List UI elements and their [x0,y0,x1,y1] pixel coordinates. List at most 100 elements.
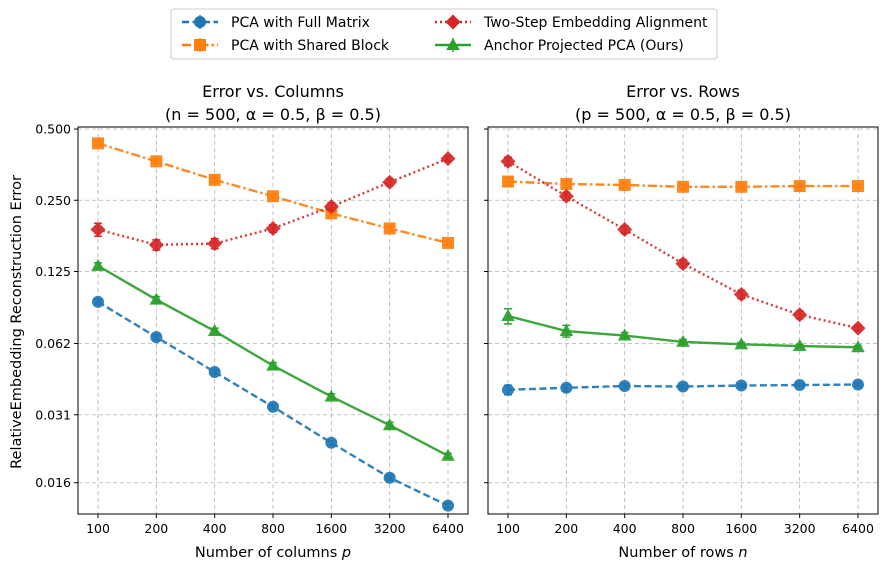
series-triangle [501,307,865,353]
xlabel-columns-text: Number of columns [195,545,342,561]
xlabel-rows: Number of rows n [618,545,747,561]
data-point [677,180,689,193]
xtick-label: 3200 [374,521,406,536]
xtick-label: 800 [261,521,285,536]
data-point [793,379,806,392]
title-columns-line1: Error vs. Columns [202,82,344,101]
data-point [617,328,632,341]
data-point [148,237,164,253]
data-point [207,236,223,252]
data-point [792,307,808,323]
data-point [850,320,866,336]
data-point [325,436,338,449]
data-point [267,400,279,413]
legend-item: Two-Step Embedding Alignment [435,14,708,31]
data-point [852,378,864,391]
series-square [502,175,864,193]
data-point [382,174,398,190]
series-square [92,137,454,249]
legend: PCA with Full Matrix Two-Step Embedding A… [170,8,718,60]
svg-text:Number of columns p: Number of columns p [195,545,351,561]
data-point [560,381,573,394]
title-rows-line1: Error vs. Rows [626,82,740,101]
axes-frame [77,126,469,515]
xtick-label: 1600 [315,521,347,536]
legend-frame [170,8,718,60]
ytick-label: 0.062 [35,336,71,351]
xlabel-rows-var: n [738,545,747,561]
axes-frame [487,126,879,515]
xtick-label: 100 [496,521,520,536]
data-point [851,340,865,353]
xtick-label: 100 [86,521,110,536]
data-point [207,324,222,337]
svg-text:Number of rows n: Number of rows n [618,545,747,561]
data-point [618,179,631,192]
data-point [208,173,221,186]
data-point [734,337,749,350]
xtick-label: 3200 [784,521,816,536]
ytick-label: 0.250 [35,193,71,208]
xlabel-columns-var: p [341,545,351,561]
xtick-label: 200 [554,521,578,536]
data-point [440,151,456,167]
data-point [677,380,689,393]
xtick-label: 200 [144,521,168,536]
grid-0 [78,127,468,514]
data-point [150,331,163,344]
data-point [266,358,280,371]
xlabel-columns: Number of columns p [195,545,351,561]
data-point [733,286,749,302]
data-point [793,180,806,193]
data-point [675,256,691,272]
panel-rows: Error vs. Rows (p = 500, α = 0.5, β = 0.… [484,82,879,561]
data-point [92,295,104,308]
data-point [676,334,690,347]
series-diamond [90,151,456,253]
legend-marker [194,39,206,51]
legend-label: PCA with Shared Block [231,38,390,54]
data-point [383,222,396,235]
data-point [149,292,164,305]
legend-label: PCA with Full Matrix [231,15,370,31]
data-point [208,365,221,378]
data-point [323,199,339,215]
data-point [735,180,748,193]
data-point [267,190,279,203]
xtick-label: 800 [671,521,695,536]
legend-item: Anchor Projected PCA (Ours) [435,38,684,54]
legend-item: PCA with Shared Block [182,38,390,54]
data-point [442,499,454,512]
legend-marker [194,16,206,28]
legend-label: Anchor Projected PCA (Ours) [484,38,684,54]
title-rows-line2: (p = 500, α = 0.5, β = 0.5) [575,105,791,124]
xtick-label: 400 [613,521,637,536]
data-point [617,222,633,238]
xtick-label: 1600 [725,521,757,536]
xtick-label: 6400 [432,521,464,536]
xlabel-rows-text: Number of rows [618,545,738,561]
data-point [852,180,864,193]
ytick-label: 0.031 [35,407,71,422]
series-diamond [500,153,866,336]
data-point [502,175,514,188]
shared-ylabel: RelativeEmbedding Reconstruction Error [9,175,25,469]
title-columns-line2: (n = 500, α = 0.5, β = 0.5) [165,105,381,124]
legend-label: Two-Step Embedding Alignment [483,15,708,31]
data-point [560,177,573,190]
data-point [92,137,104,150]
xtick-label: 400 [203,521,227,536]
data-point [90,222,106,238]
ytick-label: 0.500 [35,122,71,137]
legend-marker [446,38,460,50]
xtick-label: 6400 [842,521,874,536]
data-point [559,324,574,337]
data-point [735,379,748,392]
series-circle [502,378,864,396]
data-point [558,188,574,204]
data-point [500,153,516,169]
data-point [150,155,163,168]
data-point [501,309,515,322]
data-point [618,380,631,393]
